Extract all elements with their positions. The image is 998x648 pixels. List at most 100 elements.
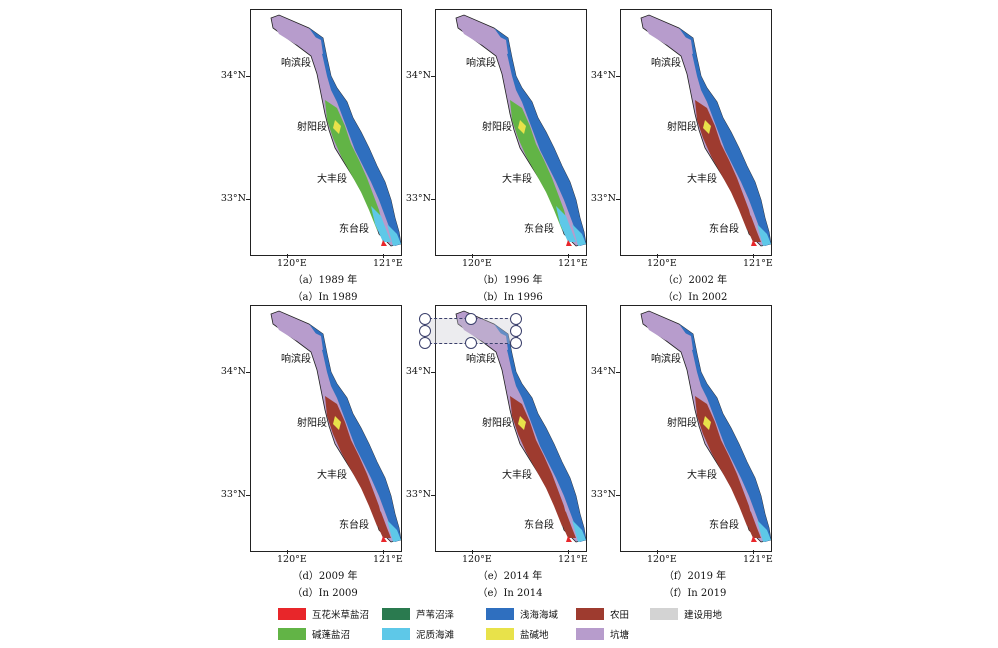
legend-label: 互花米草盐沼 — [312, 610, 370, 621]
lat-tick — [246, 495, 250, 496]
coastline-map — [455, 310, 586, 543]
segment-label-xiangbin: 响滨段 — [281, 58, 311, 69]
resize-handle-middle-left[interactable] — [419, 325, 431, 337]
lat-tick — [616, 495, 620, 496]
saline-patch — [333, 120, 341, 134]
lon-label: 120°E — [647, 554, 677, 565]
lon-tick — [568, 254, 569, 258]
segment-label-xiangbin: 响滨段 — [466, 354, 496, 365]
lon-label: 121°E — [558, 554, 588, 565]
segment-label-xiangbin: 响滨段 — [651, 58, 681, 69]
lat-label: 34°N — [405, 366, 431, 377]
lon-label: 121°E — [743, 258, 773, 269]
lon-label: 121°E — [558, 258, 588, 269]
map-panel: 响滨段 射阳段 大丰段 东台段 34°N 33°N 120°E 121°E （e）2014 年 （… — [406, 305, 595, 600]
coastline-map — [640, 310, 771, 543]
panel-caption-cn: （e）2014 年 — [477, 571, 543, 582]
saline-patch — [703, 120, 711, 134]
coastline-map — [455, 14, 586, 247]
lat-tick — [616, 199, 620, 200]
lon-tick — [383, 254, 384, 258]
lon-label: 120°E — [277, 554, 307, 565]
lon-tick — [383, 550, 384, 554]
map-legend: 互花米草盐沼 芦苇沼泽 浅海海域 农田 建设用地 碱蓬盐沼 泥质海滩 盐碱地 坑… — [278, 606, 738, 642]
saline-patch — [703, 416, 711, 430]
lon-tick — [657, 550, 658, 554]
segment-label-sheyang: 射阳段 — [667, 122, 697, 133]
lon-tick — [568, 550, 569, 554]
shallow-sea-strip — [494, 28, 586, 246]
resize-handle-bottom-middle[interactable] — [465, 337, 477, 349]
resize-handle-top-left[interactable] — [419, 313, 431, 325]
shallow-sea-strip — [679, 28, 771, 246]
lon-label: 121°E — [373, 258, 403, 269]
lon-tick — [753, 254, 754, 258]
panel-caption-en: （e）In 2014 — [477, 588, 543, 599]
lon-tick — [287, 550, 288, 554]
lat-label: 33°N — [590, 193, 616, 204]
lat-label: 33°N — [405, 193, 431, 204]
lon-label: 120°E — [462, 554, 492, 565]
legend-swatch — [486, 608, 514, 620]
land-use-patch-central — [325, 396, 383, 526]
resize-handle-top-right[interactable] — [510, 313, 522, 325]
map-frame: 响滨段 射阳段 大丰段 东台段 — [250, 305, 402, 552]
coastline-map — [270, 310, 401, 543]
coastline-map — [640, 14, 771, 247]
segment-label-dongtai: 东台段 — [339, 224, 369, 235]
land-use-patch-south — [741, 206, 761, 242]
land-use-patch-central — [325, 100, 383, 230]
segment-label-sheyang: 射阳段 — [297, 418, 327, 429]
map-panel: 响滨段 射阳段 大丰段 东台段 34°N 33°N 120°E 121°E （d）2009 年 （… — [221, 305, 410, 600]
coastline-map — [270, 14, 401, 247]
lat-label: 34°N — [590, 366, 616, 377]
lat-tick — [616, 372, 620, 373]
lon-tick — [287, 254, 288, 258]
lat-tick — [431, 495, 435, 496]
resize-handle-top-middle[interactable] — [465, 313, 477, 325]
panel-caption-cn: （f）2019 年 — [663, 571, 727, 582]
legend-swatch — [576, 628, 604, 640]
saline-patch — [518, 416, 526, 430]
lat-tick — [246, 372, 250, 373]
land-use-patch-central — [510, 396, 568, 526]
panel-caption-cn: （a）1989 年 — [292, 275, 358, 286]
pond-area-north — [273, 24, 323, 54]
segment-label-xiangbin: 响滨段 — [281, 354, 311, 365]
legend-label: 建设用地 — [684, 610, 723, 621]
lat-label: 34°N — [220, 70, 246, 81]
segment-label-dongtai: 东台段 — [709, 520, 739, 531]
legend-label: 盐碱地 — [520, 630, 549, 641]
panel-caption-en: （f）In 2019 — [663, 588, 727, 599]
spartina-patch — [566, 240, 572, 246]
legend-label: 泥质海滩 — [416, 630, 455, 641]
lat-tick — [246, 76, 250, 77]
spartina-patch — [381, 536, 387, 542]
resize-handle-middle-right[interactable] — [510, 325, 522, 337]
resize-handle-bottom-right[interactable] — [510, 337, 522, 349]
land-use-patch-central — [510, 100, 568, 230]
map-frame: 响滨段 射阳段 大丰段 东台段 — [620, 305, 772, 552]
legend-swatch — [382, 608, 410, 620]
lon-tick — [657, 254, 658, 258]
mudflat-patch — [757, 520, 771, 542]
land-use-patch-south — [741, 502, 761, 538]
lon-tick — [753, 550, 754, 554]
segment-label-xiangbin: 响滨段 — [466, 58, 496, 69]
resize-handle-bottom-left[interactable] — [419, 337, 431, 349]
shallow-sea-strip — [679, 324, 771, 542]
pond-area-north — [458, 24, 508, 54]
segment-label-sheyang: 射阳段 — [482, 122, 512, 133]
map-panel: 响滨段 射阳段 大丰段 东台段 34°N 33°N 120°E 121°E （f）2019 年 （… — [591, 305, 780, 600]
lon-label: 121°E — [373, 554, 403, 565]
land-use-patch-central — [695, 396, 753, 526]
spartina-patch — [566, 536, 572, 542]
mudflat-patch — [572, 520, 586, 542]
legend-swatch — [576, 608, 604, 620]
lat-label: 34°N — [590, 70, 616, 81]
lon-label: 120°E — [647, 258, 677, 269]
segment-label-dafeng: 大丰段 — [687, 470, 717, 481]
map-panel: 响滨段 射阳段 大丰段 东台段 34°N 33°N 120°E 121°E （b）1996 年 （… — [406, 9, 595, 304]
segment-label-xiangbin: 响滨段 — [651, 354, 681, 365]
panel-caption-cn: （b）1996 年 — [477, 275, 543, 286]
